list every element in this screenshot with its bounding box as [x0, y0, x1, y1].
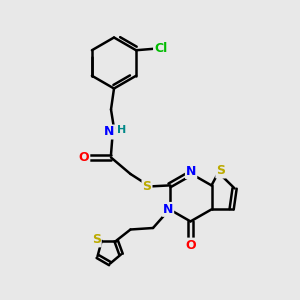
Text: N: N — [163, 203, 173, 216]
Text: H: H — [118, 124, 127, 135]
Text: Cl: Cl — [154, 42, 167, 55]
Text: S: S — [142, 180, 152, 193]
Text: N: N — [186, 165, 196, 178]
Text: S: S — [92, 233, 101, 246]
Text: S: S — [216, 164, 225, 178]
Text: O: O — [79, 151, 89, 164]
Text: O: O — [185, 238, 196, 252]
Text: N: N — [104, 125, 115, 139]
